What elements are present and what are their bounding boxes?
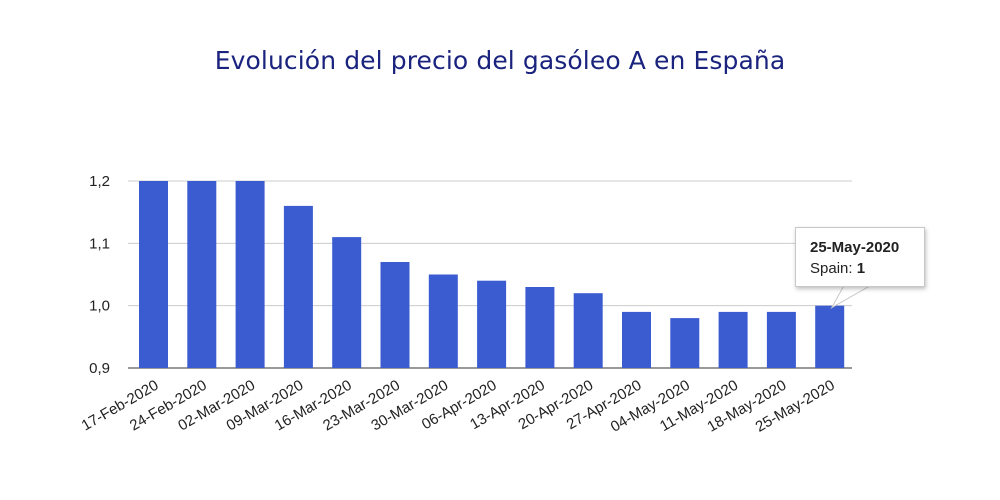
tooltip-label: Spain: — [810, 260, 857, 277]
tooltip-title: 25-May-2020 — [810, 239, 900, 256]
bar[interactable] — [718, 311, 748, 368]
y-tick-label: 1,1 — [89, 235, 110, 252]
bars — [139, 181, 845, 369]
bar[interactable] — [815, 305, 845, 368]
bar[interactable] — [525, 287, 555, 368]
bar[interactable] — [283, 205, 313, 368]
bar[interactable] — [380, 262, 410, 368]
bar[interactable] — [235, 181, 265, 368]
y-tick-label: 1,0 — [89, 298, 110, 315]
bar[interactable] — [670, 318, 700, 368]
y-axis-ticks: 0,9 1,0 1,1 1,2 — [89, 173, 110, 377]
bar[interactable] — [766, 311, 796, 368]
tooltip-arrow — [830, 285, 872, 309]
bar[interactable] — [332, 237, 362, 368]
bar[interactable] — [139, 181, 168, 368]
tooltip-value: 1 — [856, 260, 866, 277]
tooltip: 25-May-2020 Spain: 1 — [795, 227, 925, 287]
y-tick-label: 0,9 — [89, 360, 110, 377]
chart-title: Evolución del precio del gasóleo A en Es… — [214, 46, 786, 75]
tooltip-pointer — [830, 285, 872, 309]
bar[interactable] — [187, 181, 217, 368]
y-tick-label: 1,2 — [89, 173, 110, 190]
tooltip-line: Spain: 1 — [810, 258, 924, 279]
bar[interactable] — [477, 280, 507, 368]
x-axis-ticks: 17-Feb-202024-Feb-202002-Mar-202009-Mar-… — [79, 377, 838, 436]
bar[interactable] — [428, 274, 458, 369]
bar[interactable] — [622, 311, 651, 368]
bar[interactable] — [573, 293, 603, 368]
